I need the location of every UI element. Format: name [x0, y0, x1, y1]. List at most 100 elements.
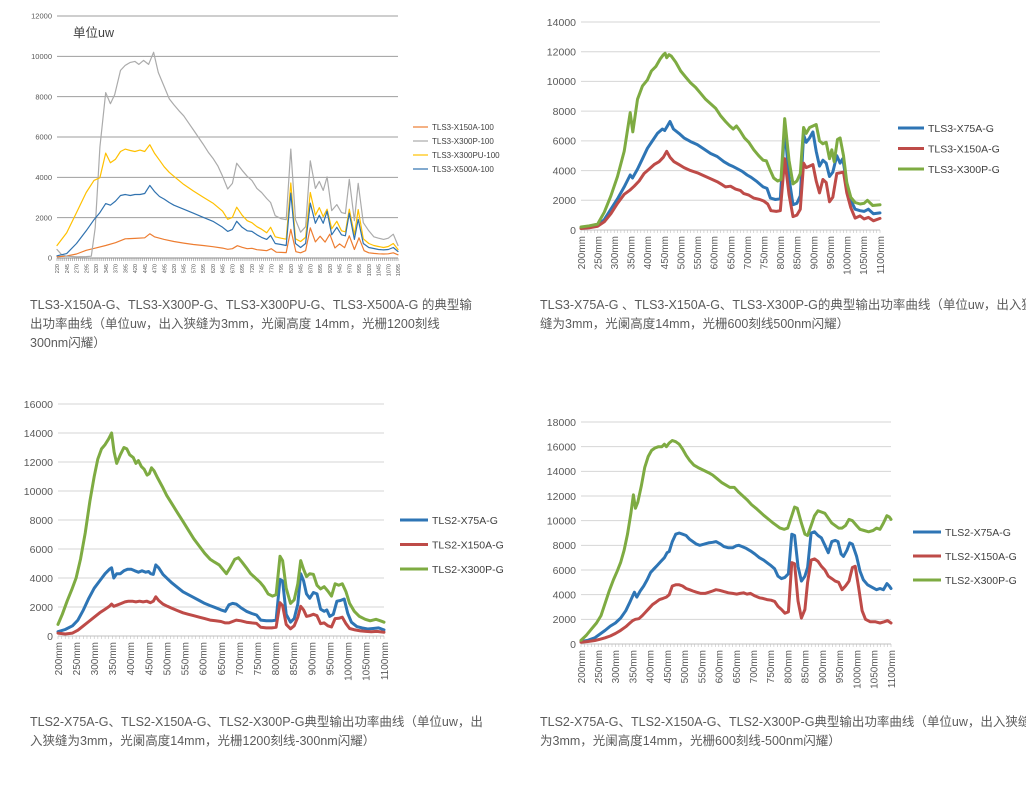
series-line-tls2-x300p-g: [56, 431, 386, 626]
svg-text:850mm: 850mm: [793, 236, 804, 269]
svg-text:4000: 4000: [35, 173, 52, 182]
legend-item-tls3-x300pu-100: TLS3-X300PU-100: [413, 151, 500, 160]
tls2-600-chart-caption: TLS2-X75A-G、TLS2-X150A-G、TLS2-X300P-G典型输…: [540, 715, 1026, 748]
svg-text:495: 495: [162, 264, 168, 273]
x-axis-labels: 200mm 250mm 300mm 350mm 400mm 450mm 500mm 550mm…: [54, 642, 391, 681]
gridlines: [581, 21, 880, 201]
unit-annotation: 单位uw: [73, 25, 115, 40]
svg-text:750mm: 750mm: [760, 236, 771, 269]
tls3-1200-chart-caption: TLS3-X150A-G、TLS3-X300P-G、TLS3-X300PU-G、…: [30, 298, 472, 350]
svg-text:8000: 8000: [553, 106, 577, 118]
svg-text:2000: 2000: [35, 213, 52, 222]
svg-text:12000: 12000: [31, 12, 52, 21]
legend-item-tls3-x300p-g: TLS3-X300P-G: [898, 164, 1000, 176]
tls3-1200-output-power-chart: 0 2000 4000 6000 8000 10000 12000 220 245 270 295 3…: [31, 12, 500, 277]
svg-text:620: 620: [211, 264, 217, 273]
svg-text:200mm: 200mm: [54, 642, 65, 675]
chart-panel-tls3-1200: 0 2000 4000 6000 8000 10000 12000 220 245 270 295 3…: [0, 0, 513, 390]
svg-text:600mm: 600mm: [199, 642, 210, 675]
svg-text:500mm: 500mm: [162, 642, 173, 675]
legend-item-tls2-x75a-g: TLS2-X75A-G: [913, 527, 1011, 539]
legend-item-tls2-x75a-g: TLS2-X75A-G: [400, 515, 498, 527]
svg-text:570: 570: [191, 264, 197, 273]
svg-text:10000: 10000: [31, 52, 52, 61]
svg-text:370: 370: [114, 264, 120, 273]
svg-text:14000: 14000: [547, 466, 576, 478]
svg-text:1100mm: 1100mm: [876, 236, 887, 274]
svg-text:10000: 10000: [547, 76, 576, 88]
svg-text:4000: 4000: [553, 165, 577, 177]
svg-text:4000: 4000: [553, 589, 577, 601]
svg-text:0: 0: [570, 225, 576, 237]
legend-item-tls3-x300p-100: TLS3-X300P-100: [413, 137, 494, 146]
legend-item-tls2-x300p-g: TLS2-X300P-G: [913, 575, 1017, 587]
series-line-tls3-x300pu-100: [56, 144, 399, 251]
x-axis-labels: 200mm 250mm 300mm 350mm 400mm 450mm 500mm 550mm…: [577, 650, 898, 689]
svg-text:770: 770: [269, 264, 275, 273]
svg-text:945: 945: [338, 264, 344, 273]
svg-text:700mm: 700mm: [235, 642, 246, 675]
svg-text:10000: 10000: [547, 515, 576, 527]
series-line-tls3-x75a-g: [579, 120, 882, 230]
svg-text:1070: 1070: [386, 264, 392, 276]
tls2-1200-output-power-chart: 0 2000 4000 6000 8000 10000 12000 14000 16000 200…: [24, 399, 504, 681]
tls3-600-chart-caption: TLS3-X75A-G 、TLS3-X150A-G、TLS3-X300P-G的典…: [540, 298, 1026, 331]
legend-label: TLS2-X75A-G: [945, 527, 1011, 539]
svg-text:450mm: 450mm: [663, 650, 674, 683]
legend-label: TLS2-X75A-G: [432, 515, 498, 527]
y-axis-labels: 0 2000 4000 6000 8000 10000 12000 14000 16000: [24, 399, 53, 643]
svg-text:700mm: 700mm: [743, 236, 754, 269]
svg-text:8000: 8000: [35, 92, 52, 101]
svg-text:4000: 4000: [30, 573, 54, 585]
svg-text:900mm: 900mm: [307, 642, 318, 675]
gridlines: [581, 421, 891, 620]
svg-text:550mm: 550mm: [697, 650, 708, 683]
svg-text:295: 295: [84, 264, 90, 273]
legend-item-tls3-x500a-100: TLS3-X500A-100: [413, 165, 494, 174]
svg-text:695: 695: [240, 264, 246, 273]
svg-text:450mm: 450mm: [144, 642, 155, 675]
legend-label: TLS3-X150A-G: [928, 143, 1000, 155]
svg-text:400mm: 400mm: [126, 642, 137, 675]
svg-text:895: 895: [318, 264, 324, 273]
svg-text:800mm: 800mm: [271, 642, 282, 675]
svg-text:950mm: 950mm: [835, 650, 846, 683]
svg-text:470: 470: [153, 264, 159, 273]
svg-text:850mm: 850mm: [289, 642, 300, 675]
svg-text:350mm: 350mm: [628, 650, 639, 683]
legend-item-tls2-x150a-g: TLS2-X150A-G: [913, 551, 1017, 563]
svg-text:800mm: 800mm: [783, 650, 794, 683]
series-line-tls2-x150a-g: [56, 595, 386, 636]
svg-text:6000: 6000: [35, 133, 52, 142]
y-axis-labels: 0 2000 4000 6000 8000 10000 12000 14000 16000 180…: [547, 417, 576, 651]
legend-label: TLS3-X300P-G: [928, 164, 1000, 176]
svg-text:745: 745: [260, 264, 266, 273]
svg-text:14000: 14000: [547, 17, 576, 29]
svg-text:320: 320: [94, 264, 100, 273]
svg-text:6000: 6000: [553, 136, 577, 148]
legend-item-tls3-x75a-g: TLS3-X75A-G: [898, 123, 994, 135]
svg-text:1050mm: 1050mm: [870, 650, 881, 689]
svg-text:0: 0: [570, 639, 576, 651]
svg-text:550mm: 550mm: [181, 642, 192, 675]
svg-text:16000: 16000: [24, 399, 53, 411]
legend-item-tls2-x300p-g: TLS2-X300P-G: [400, 564, 504, 576]
series-line-tls3-x150a-g: [579, 149, 882, 230]
svg-text:300mm: 300mm: [90, 642, 101, 675]
legend: TLS3-X75A-G TLS3-X150A-G TLS3-X300P-G: [898, 123, 1000, 176]
svg-text:950mm: 950mm: [826, 236, 837, 269]
svg-text:500mm: 500mm: [680, 650, 691, 683]
svg-text:400mm: 400mm: [643, 236, 654, 269]
svg-text:8000: 8000: [553, 540, 577, 552]
svg-text:1045: 1045: [377, 264, 383, 276]
chart-panel-tls2-1200: 0 2000 4000 6000 8000 10000 12000 14000 16000 200…: [0, 390, 513, 791]
legend-label: TLS2-X150A-G: [945, 551, 1017, 563]
svg-text:600mm: 600mm: [710, 236, 721, 269]
legend: TLS2-X75A-G TLS2-X150A-G TLS2-X300P-G: [913, 527, 1017, 587]
svg-text:220: 220: [55, 264, 61, 273]
svg-text:650mm: 650mm: [732, 650, 743, 683]
series-line-tls3-x300p-g: [579, 51, 882, 229]
svg-text:2000: 2000: [553, 614, 577, 626]
svg-text:350mm: 350mm: [108, 642, 119, 675]
